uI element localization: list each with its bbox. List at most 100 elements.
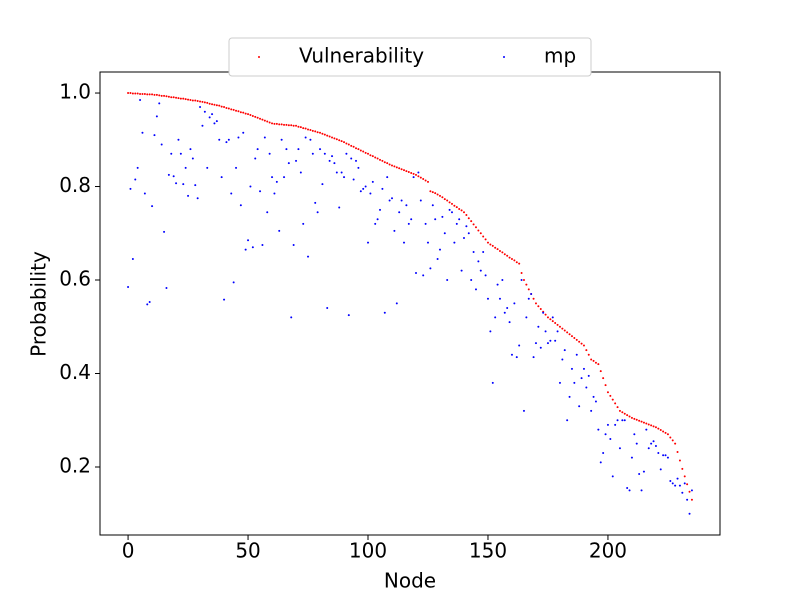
point xyxy=(232,108,235,111)
point xyxy=(290,124,293,127)
point xyxy=(494,316,497,319)
point xyxy=(412,176,415,179)
point xyxy=(148,93,151,96)
point xyxy=(287,124,290,127)
point xyxy=(594,361,597,364)
point xyxy=(304,136,307,139)
point xyxy=(191,157,194,160)
point xyxy=(290,316,293,319)
point xyxy=(515,356,518,359)
point xyxy=(573,381,576,384)
point xyxy=(422,274,425,277)
point xyxy=(357,166,360,169)
point xyxy=(623,412,626,415)
point xyxy=(542,311,545,314)
point xyxy=(369,192,372,195)
point xyxy=(566,331,569,334)
point xyxy=(479,269,482,272)
legend-marker xyxy=(503,56,505,58)
point xyxy=(570,335,573,338)
y-axis-label: Probability xyxy=(27,251,51,357)
point xyxy=(151,205,154,208)
point xyxy=(599,461,602,464)
point xyxy=(518,344,521,347)
point xyxy=(633,433,636,436)
point xyxy=(201,100,204,103)
point xyxy=(580,377,583,380)
point xyxy=(683,482,686,485)
point xyxy=(398,167,401,170)
y-tick-label: 0.2 xyxy=(59,453,91,477)
point xyxy=(654,426,657,429)
point xyxy=(467,217,470,220)
point xyxy=(261,118,264,121)
point xyxy=(602,377,605,380)
point xyxy=(355,147,358,150)
point xyxy=(405,204,408,207)
point xyxy=(338,206,341,209)
point xyxy=(616,406,619,409)
point xyxy=(172,96,175,99)
point xyxy=(664,431,667,434)
point xyxy=(474,226,477,229)
point xyxy=(134,178,137,181)
point xyxy=(441,215,444,218)
point xyxy=(501,279,504,282)
point xyxy=(438,248,441,251)
point xyxy=(496,283,499,286)
point xyxy=(383,161,386,164)
point xyxy=(642,421,645,424)
y-tick-label: 1.0 xyxy=(59,80,91,104)
x-tick-label: 0 xyxy=(122,539,135,563)
point xyxy=(386,162,389,165)
point xyxy=(585,349,588,352)
point xyxy=(129,187,132,190)
point xyxy=(573,336,576,339)
point xyxy=(283,123,286,126)
point xyxy=(367,152,370,155)
point xyxy=(431,191,434,194)
point xyxy=(438,194,441,197)
point xyxy=(347,314,350,317)
point xyxy=(376,218,379,221)
point xyxy=(326,307,329,310)
point xyxy=(429,190,432,193)
point xyxy=(614,402,617,405)
point xyxy=(494,246,497,249)
point xyxy=(304,127,307,130)
point xyxy=(249,185,252,188)
point xyxy=(203,110,206,113)
point xyxy=(350,144,353,147)
point xyxy=(237,110,240,113)
point xyxy=(400,168,403,171)
point xyxy=(628,489,631,492)
point xyxy=(664,454,667,457)
point xyxy=(299,171,302,174)
point xyxy=(681,491,684,494)
point xyxy=(599,370,602,373)
point xyxy=(580,342,583,345)
point xyxy=(635,418,638,421)
point xyxy=(498,250,501,253)
point xyxy=(199,106,202,109)
point xyxy=(436,193,439,196)
point xyxy=(338,139,341,142)
point xyxy=(414,173,417,176)
point xyxy=(491,381,494,384)
point xyxy=(597,363,600,366)
point xyxy=(263,119,266,122)
point xyxy=(690,498,693,501)
point xyxy=(295,159,298,162)
y-tick-label: 0.6 xyxy=(59,267,91,291)
point xyxy=(271,176,274,179)
point xyxy=(460,209,463,212)
point xyxy=(175,96,178,99)
point xyxy=(374,222,377,225)
point xyxy=(546,316,549,319)
point xyxy=(650,442,653,445)
point xyxy=(470,220,473,223)
point xyxy=(256,116,259,119)
point xyxy=(364,151,367,154)
point xyxy=(618,447,621,450)
legend-marker xyxy=(258,56,260,58)
